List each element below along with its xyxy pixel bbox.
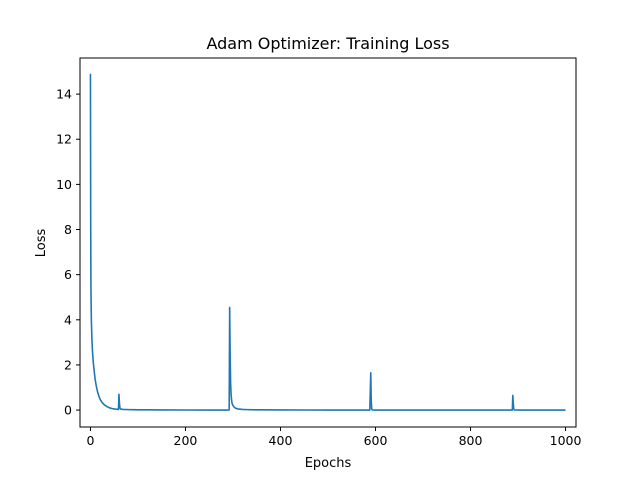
x-axis: 0 200 400 600 800 1000 bbox=[86, 427, 582, 448]
y-tick-label: 0 bbox=[64, 403, 72, 418]
series-layer bbox=[89, 73, 566, 411]
x-tick-label: 0 bbox=[86, 433, 94, 448]
y-axis-label: Loss bbox=[34, 229, 49, 258]
y-axis: 0 2 4 6 8 10 12 14 bbox=[56, 87, 80, 418]
y-tick-label: 14 bbox=[56, 87, 72, 102]
x-tick-label: 200 bbox=[174, 433, 198, 448]
y-tick-label: 6 bbox=[64, 267, 72, 282]
x-tick-label: 600 bbox=[364, 433, 388, 448]
x-tick-label: 400 bbox=[269, 433, 293, 448]
y-tick-label: 10 bbox=[56, 177, 72, 192]
y-tick-label: 2 bbox=[64, 357, 72, 372]
x-tick-label: 800 bbox=[459, 433, 483, 448]
y-tick-label: 4 bbox=[64, 312, 72, 327]
chart-title: Adam Optimizer: Training Loss bbox=[206, 34, 449, 53]
series-line bbox=[89, 73, 566, 411]
y-tick-label: 8 bbox=[64, 222, 72, 237]
x-tick-label: 1000 bbox=[550, 433, 582, 448]
x-axis-label: Epochs bbox=[305, 456, 352, 471]
y-tick-label: 12 bbox=[56, 132, 72, 147]
plot-area-frame bbox=[79, 57, 577, 428]
